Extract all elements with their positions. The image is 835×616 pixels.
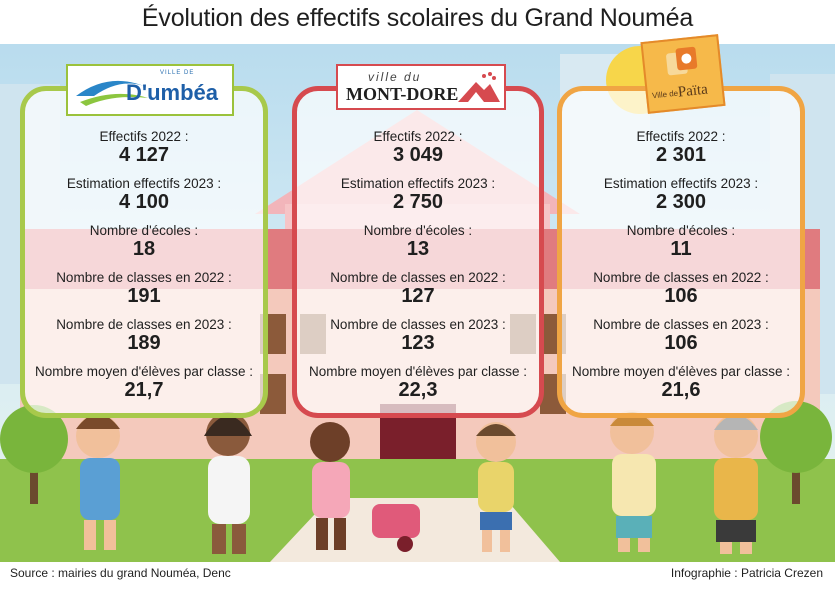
card-paita: Effectifs 2022 : 2 301 Estimation effect…	[557, 86, 805, 418]
stat-label: Nombre de classes en 2023 :	[593, 317, 769, 332]
stat-label: Nombre d'écoles :	[626, 223, 736, 238]
stat-value: 21,6	[661, 379, 701, 401]
credit-note: Infographie : Patricia Crezen	[670, 566, 823, 580]
stat-value: 123	[401, 332, 435, 354]
card-dumbea: Effectifs 2022 : 4 127 Estimation effect…	[20, 86, 268, 418]
stat-label: Nombre de classes en 2022 :	[593, 270, 769, 285]
tree	[760, 401, 832, 504]
stat-label: Nombre moyen d'élèves par classe :	[309, 364, 527, 379]
stat-value: 4 100	[118, 191, 170, 213]
stat-value: 191	[127, 285, 161, 307]
stat-label: Effectifs 2022 :	[373, 129, 463, 144]
source-note: Source : mairies du grand Nouméa, Denc	[10, 566, 231, 580]
stat-effectifs-2022: Effectifs 2022 : 3 049	[297, 129, 539, 166]
child-figure	[204, 412, 252, 554]
logo-name: D'umbéa	[126, 80, 219, 105]
paita-emblem-icon	[666, 46, 698, 76]
stat-value: 13	[406, 238, 430, 260]
stat-eleves-par-classe: Nombre moyen d'élèves par classe : 21,7	[25, 364, 263, 401]
tree	[0, 405, 68, 504]
stat-estimation-2023: Estimation effectifs 2023 : 2 750	[297, 176, 539, 213]
stat-label: Effectifs 2022 :	[636, 129, 726, 144]
stat-label: Nombre d'écoles :	[89, 223, 199, 238]
child-figure	[714, 414, 758, 554]
child-figure	[610, 410, 656, 552]
stat-effectifs-2022: Effectifs 2022 : 4 127	[25, 129, 263, 166]
stat-value: 11	[670, 238, 692, 260]
stat-label: Nombre d'écoles :	[363, 223, 473, 238]
stat-value: 3 049	[392, 144, 444, 166]
logo-prefix: Ville de	[651, 88, 679, 101]
stat-label: Nombre de classes en 2022 :	[330, 270, 506, 285]
stat-classes-2023: Nombre de classes en 2023 : 106	[562, 317, 800, 354]
dumbea-swoosh-icon	[76, 80, 148, 106]
logo-prefix: VILLE DE	[160, 70, 195, 76]
stat-value: 2 300	[655, 191, 707, 213]
stat-value: 21,7	[124, 379, 164, 401]
card-mont-dore: Effectifs 2022 : 3 049 Estimation effect…	[292, 86, 544, 418]
stat-nombre-ecoles: Nombre d'écoles : 11	[562, 223, 800, 260]
stat-classes-2022: Nombre de classes en 2022 : 127	[297, 270, 539, 307]
stat-label: Nombre moyen d'élèves par classe :	[572, 364, 790, 379]
stat-label: Estimation effectifs 2023 :	[66, 176, 222, 191]
logo-ville-du-mont-dore: ville du MONT-DORE	[336, 64, 506, 110]
stat-classes-2023: Nombre de classes en 2023 : 123	[297, 317, 539, 354]
logo-name: MONT-DORE	[346, 84, 459, 104]
stat-effectifs-2022: Effectifs 2022 : 2 301	[562, 129, 800, 166]
stat-value: 2 301	[655, 144, 707, 166]
logo-prefix: ville du	[368, 70, 422, 84]
stat-value: 189	[127, 332, 161, 354]
child-figure	[76, 414, 120, 550]
mountain-icon	[458, 72, 500, 102]
stat-eleves-par-classe: Nombre moyen d'élèves par classe : 22,3	[297, 364, 539, 401]
stat-eleves-par-classe: Nombre moyen d'élèves par classe : 21,6	[562, 364, 800, 401]
child-figure	[310, 422, 420, 552]
stat-value: 106	[664, 332, 698, 354]
logo-ville-de-dumbea: VILLE DE D'umbéa	[66, 64, 234, 116]
stat-estimation-2023: Estimation effectifs 2023 : 4 100	[25, 176, 263, 213]
stat-value: 4 127	[118, 144, 170, 166]
child-figure	[476, 422, 516, 552]
stat-label: Nombre moyen d'élèves par classe :	[35, 364, 253, 379]
stat-value: 106	[664, 285, 698, 307]
stat-value: 22,3	[398, 379, 438, 401]
stat-value: 18	[132, 238, 156, 260]
stat-label: Nombre de classes en 2023 :	[330, 317, 506, 332]
stat-nombre-ecoles: Nombre d'écoles : 18	[25, 223, 263, 260]
stat-classes-2022: Nombre de classes en 2022 : 191	[25, 270, 263, 307]
stat-label: Estimation effectifs 2023 :	[340, 176, 496, 191]
stat-classes-2023: Nombre de classes en 2023 : 189	[25, 317, 263, 354]
stat-classes-2022: Nombre de classes en 2022 : 106	[562, 270, 800, 307]
page-title: Évolution des effectifs scolaires du Gra…	[141, 4, 694, 32]
stat-value: 2 750	[392, 191, 444, 213]
logo-ville-de-paita: Ville de Païta	[640, 34, 726, 114]
logo-name: Païta	[677, 81, 709, 101]
stat-value: 127	[401, 285, 435, 307]
stat-estimation-2023: Estimation effectifs 2023 : 2 300	[562, 176, 800, 213]
stat-label: Effectifs 2022 :	[99, 129, 189, 144]
stat-nombre-ecoles: Nombre d'écoles : 13	[297, 223, 539, 260]
stat-label: Nombre de classes en 2022 :	[56, 270, 232, 285]
stat-label: Estimation effectifs 2023 :	[603, 176, 759, 191]
stat-label: Nombre de classes en 2023 :	[56, 317, 232, 332]
